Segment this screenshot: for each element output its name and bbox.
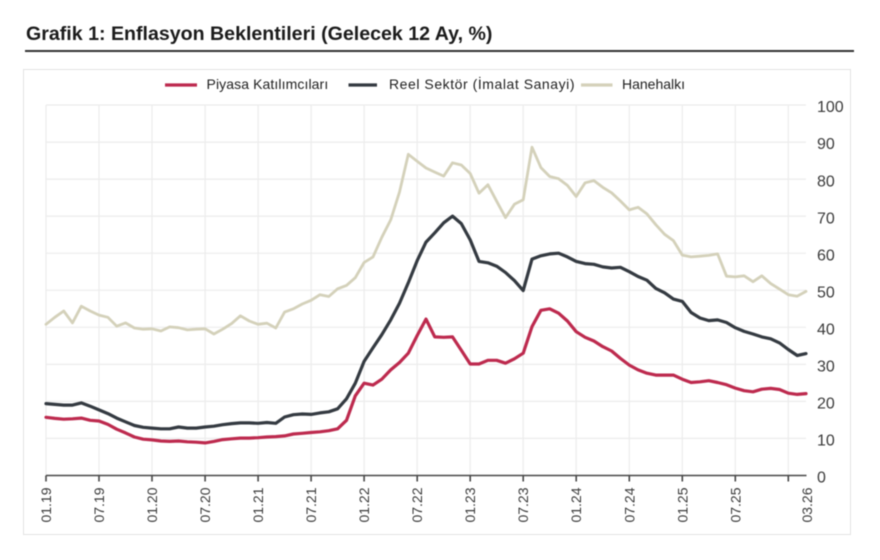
svg-text:100: 100: [817, 99, 844, 116]
svg-text:01.20: 01.20: [144, 487, 160, 522]
svg-text:Reel Sektör (İmalat Sanayi): Reel Sektör (İmalat Sanayi): [389, 75, 575, 92]
svg-text:60: 60: [817, 247, 835, 264]
svg-text:01.21: 01.21: [250, 487, 266, 522]
svg-text:07.21: 07.21: [303, 487, 319, 522]
svg-text:10: 10: [817, 433, 835, 450]
svg-text:20: 20: [817, 396, 835, 413]
svg-text:07.23: 07.23: [515, 487, 531, 522]
svg-text:07.19: 07.19: [91, 487, 107, 522]
svg-text:01.25: 01.25: [674, 487, 690, 522]
svg-text:07.20: 07.20: [197, 487, 213, 522]
svg-text:01.19: 01.19: [38, 487, 54, 522]
svg-text:90: 90: [817, 136, 835, 153]
svg-text:01.23: 01.23: [462, 487, 478, 522]
svg-text:50: 50: [817, 284, 835, 301]
svg-text:07.22: 07.22: [409, 487, 425, 522]
svg-text:Hanehalkı: Hanehalkı: [622, 76, 685, 92]
svg-text:07.25: 07.25: [727, 487, 743, 522]
svg-text:Piyasa Katılımcıları: Piyasa Katılımcıları: [207, 76, 329, 92]
svg-text:07.24: 07.24: [621, 487, 637, 522]
svg-text:40: 40: [817, 322, 835, 339]
svg-text:0: 0: [817, 470, 826, 487]
svg-text:01.22: 01.22: [356, 487, 372, 522]
svg-text:70: 70: [817, 210, 835, 227]
svg-text:80: 80: [817, 173, 835, 190]
svg-text:30: 30: [817, 359, 835, 376]
svg-text:01.24: 01.24: [568, 487, 584, 522]
svg-text:03.26: 03.26: [799, 487, 815, 522]
